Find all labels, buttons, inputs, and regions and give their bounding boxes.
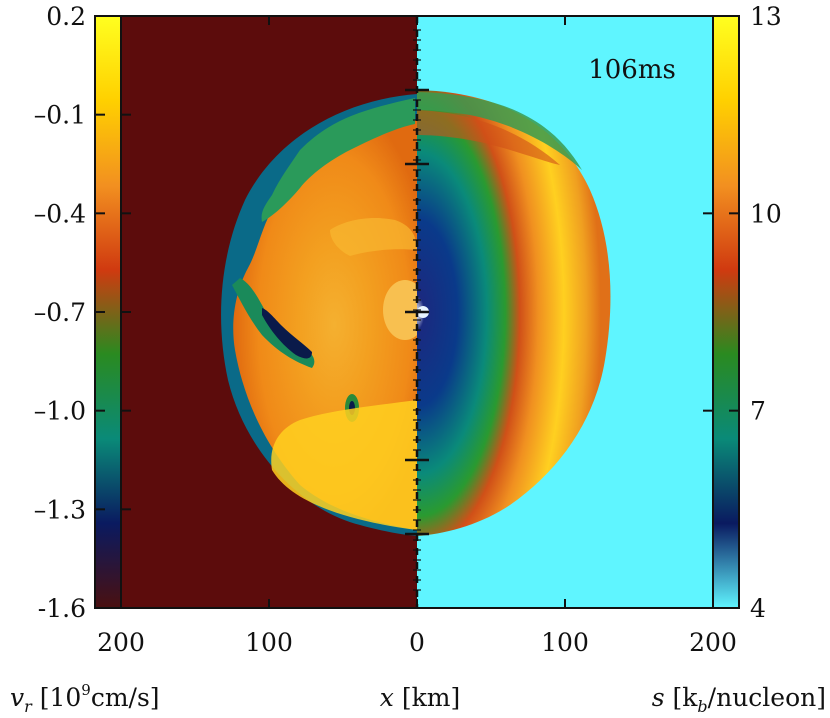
colorbar-tick-label: 4 bbox=[750, 594, 766, 623]
right-red-band bbox=[417, 110, 560, 165]
left-colorbar-tick-labels: 0.2 –0.1 –0.4 –0.7 –1.0 –1.3 -1.6 bbox=[34, 2, 86, 623]
x-tick-label: 200 bbox=[689, 628, 737, 657]
x-axis-label: x [km] bbox=[380, 683, 460, 712]
colorbar-tick-label: –0.1 bbox=[34, 101, 86, 130]
right-colorbar-label: s [kb/nucleon] bbox=[652, 683, 826, 716]
right-panel-entropy bbox=[417, 16, 713, 608]
colorbar-tick-label: -1.6 bbox=[38, 594, 86, 623]
right-outer-band bbox=[417, 92, 582, 170]
left-green-plume bbox=[261, 98, 415, 222]
right-shock-region bbox=[417, 90, 611, 536]
center-ticks bbox=[405, 29, 429, 591]
colorbar-tick-label: –0.4 bbox=[34, 199, 86, 228]
colorbar-tick-label: 10 bbox=[750, 199, 782, 228]
colorbar-tick-label: 13 bbox=[750, 2, 782, 31]
left-colorbar-label: vr [109cm/s] bbox=[10, 681, 160, 716]
x-tick-label: 100 bbox=[541, 628, 589, 657]
x-tick-label: 100 bbox=[245, 628, 293, 657]
left-panel-vr bbox=[121, 16, 417, 608]
left-infall-pocket bbox=[262, 308, 312, 359]
x-axis-tick-labels: 200 100 0 100 200 bbox=[97, 628, 737, 657]
left-colorbar-ticks bbox=[95, 15, 131, 609]
left-yellow-region-2 bbox=[330, 218, 417, 256]
x-axis-ticks bbox=[120, 16, 714, 608]
center-divider bbox=[405, 16, 429, 608]
colorbar-tick-label: –1.0 bbox=[34, 397, 86, 426]
x-tick-label: 0 bbox=[409, 628, 425, 657]
x-tick-label: 200 bbox=[97, 628, 145, 657]
time-label: 106ms bbox=[588, 55, 676, 85]
colorbar-tick-label: 0.2 bbox=[46, 2, 86, 31]
left-core bbox=[383, 280, 417, 340]
right-colorbar-ticks bbox=[703, 15, 739, 609]
colorbar-tick-label: –1.3 bbox=[34, 495, 86, 524]
colorbar-tick-label: –0.7 bbox=[34, 298, 86, 327]
left-yellow-region bbox=[271, 400, 417, 530]
right-colorbar bbox=[713, 16, 739, 608]
right-colorbar-tick-labels: 13 10 7 4 bbox=[750, 2, 782, 623]
colorbar-tick-label: 7 bbox=[750, 397, 766, 426]
x-axis-label-unit: [km] bbox=[394, 683, 460, 712]
